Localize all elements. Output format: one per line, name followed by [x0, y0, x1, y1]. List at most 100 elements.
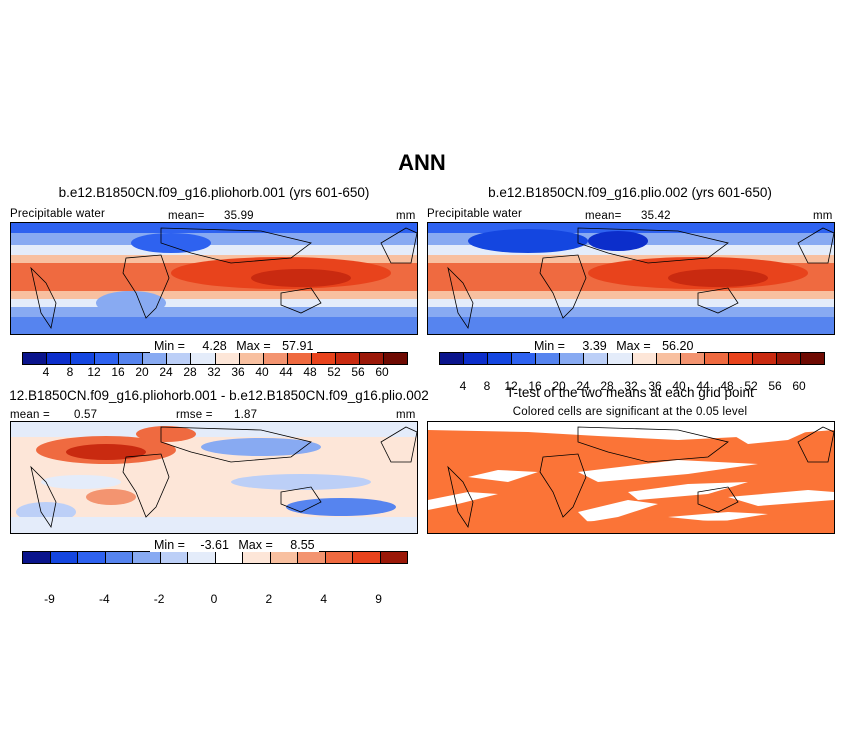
colorbar-swatch [536, 353, 561, 364]
max-label: Max = [238, 538, 273, 552]
min-label: Min = [154, 339, 185, 353]
colorbar-swatch [560, 353, 585, 364]
colorbar-swatch [287, 353, 312, 364]
colorbar-swatch [71, 353, 96, 364]
colorbar-label: 56 [768, 379, 782, 393]
colorbar-swatch [160, 552, 188, 563]
colorbar-label: 40 [672, 379, 686, 393]
units-top-right: mm [813, 210, 833, 222]
colorbar-swatch [47, 353, 72, 364]
colorbar-label: 4 [459, 379, 467, 393]
colorbar-swatch [188, 552, 216, 563]
colorbar-swatch [776, 353, 801, 364]
variable-label-top-left: Precipitable water [10, 208, 106, 220]
mean-label-bottom-left: mean = [10, 409, 50, 421]
colorbar-label: 12 [87, 365, 101, 379]
colorbar-labels-top-right: 4 8 12 16 20 24 28 32 36 40 44 48 52 56 60 [439, 379, 823, 393]
colorbar-swatch [608, 353, 633, 364]
colorbar-swatch [95, 353, 120, 364]
min-value: 3.39 [582, 339, 607, 353]
colorbar-label: 32 [207, 365, 221, 379]
rmse-value-bottom-left: 1.87 [234, 409, 258, 421]
min-value: -3.61 [200, 538, 229, 552]
colorbar-swatch [119, 353, 144, 364]
colorbar-label: 32 [624, 379, 638, 393]
colorbar-label: -9 [44, 592, 55, 606]
colorbar-top-left [22, 352, 408, 365]
colorbar-label: 24 [576, 379, 590, 393]
panel-title-bottom-left: 12.B1850CN.f09_g16.pliohorb.001 - b.e12.… [9, 388, 429, 403]
colorbar-swatch [105, 552, 133, 563]
colorbar-swatch [488, 353, 513, 364]
colorbar-swatch [167, 353, 192, 364]
colorbar-swatch [23, 353, 48, 364]
colorbar-label: 60 [792, 379, 806, 393]
colorbar-label: 0 [210, 592, 218, 606]
minmax-top-left: Min = 4.28 Max = 57.91 [150, 339, 318, 353]
max-label: Max = [616, 339, 651, 353]
colorbar-swatch [298, 552, 326, 563]
colorbar-label: 44 [279, 365, 293, 379]
min-label: Min = [534, 339, 565, 353]
colorbar-label: 16 [528, 379, 542, 393]
colorbar-label: 56 [351, 365, 365, 379]
colorbar-label: -4 [98, 592, 110, 606]
colorbar-label: 44 [696, 379, 710, 393]
colorbar-swatch [239, 353, 264, 364]
figure-title: ANN [398, 150, 446, 175]
colorbar-swatch [353, 552, 381, 563]
colorbar-label: 60 [375, 365, 389, 379]
colorbar-swatch [752, 353, 777, 364]
colorbar-label: 52 [327, 365, 341, 379]
panel-title-bottom-right: T-test of the two means at each grid poi… [506, 385, 754, 400]
colorbar-label: 36 [231, 365, 245, 379]
min-value: 4.28 [202, 339, 227, 353]
colorbar-bottom-left [22, 551, 408, 564]
colorbar-swatch [359, 353, 384, 364]
colorbar-swatch [133, 552, 161, 563]
colorbar-label: 4 [320, 592, 328, 606]
colorbar-swatch [78, 552, 106, 563]
colorbar-label: 20 [135, 365, 149, 379]
colorbar-labels-top-left: 4 8 12 16 20 24 28 32 36 40 44 48 52 56 60 [22, 365, 406, 379]
colorbar-label: 12 [504, 379, 518, 393]
mean-value-top-left: 35.99 [224, 210, 254, 222]
colorbar-swatch [464, 353, 489, 364]
colorbar-swatch [680, 353, 705, 364]
colorbar-swatch [263, 353, 288, 364]
mean-value-bottom-left: 0.57 [74, 409, 98, 421]
colorbar-label: 28 [183, 365, 197, 379]
colorbar-label: 48 [720, 379, 734, 393]
colorbar-label: 16 [111, 365, 125, 379]
colorbar-label: 20 [552, 379, 566, 393]
colorbar-labels-bottom-left: -9 -4 -2 0 2 4 9 [22, 592, 406, 606]
colorbar-swatch [380, 552, 407, 563]
colorbar-swatch [50, 552, 78, 563]
variable-label-top-right: Precipitable water [427, 208, 523, 220]
colorbar-label: 52 [744, 379, 758, 393]
colorbar-swatch [383, 353, 407, 364]
colorbar-swatch [311, 353, 336, 364]
colorbar-label: 24 [159, 365, 173, 379]
colorbar-label: -2 [153, 592, 165, 606]
colorbar-label: 9 [375, 592, 382, 606]
colorbar-label: 36 [648, 379, 662, 393]
colorbar-swatch [440, 353, 465, 364]
map-bottom-right [427, 421, 835, 534]
panel-title-top-left: b.e12.B1850CN.f09_g16.pliohorb.001 (yrs … [58, 185, 370, 200]
colorbar-swatch [325, 552, 353, 563]
colorbar-swatch [632, 353, 657, 364]
minmax-bottom-left: Min = -3.61 Max = 8.55 [150, 538, 319, 552]
panel-subtitle-bottom-right: Colored cells are significant at the 0.0… [512, 406, 748, 418]
colorbar-label: 8 [483, 379, 491, 393]
mean-label-top-right: mean= [585, 210, 622, 222]
colorbar-label: 2 [265, 592, 273, 606]
colorbar-label: 8 [66, 365, 74, 379]
minmax-top-right: Min = 3.39 Max = 56.20 [530, 339, 698, 353]
colorbar-swatch [215, 353, 240, 364]
colorbar-swatch [215, 552, 243, 563]
colorbar-label: 40 [255, 365, 269, 379]
colorbar-label: 4 [42, 365, 50, 379]
colorbar-swatch [143, 353, 168, 364]
colorbar-swatch [191, 353, 216, 364]
